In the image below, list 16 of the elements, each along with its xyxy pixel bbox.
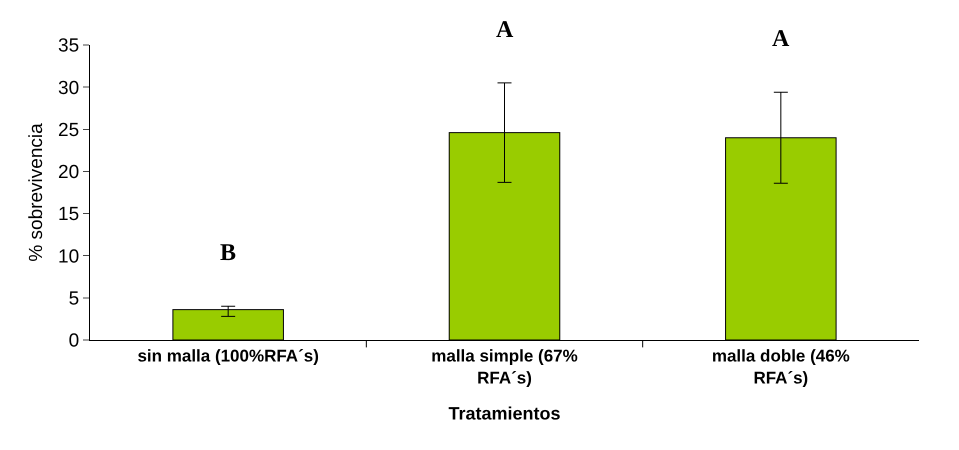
- x-tick-label: malla doble (46% RFA´s): [712, 346, 850, 388]
- y-tick-label: 0: [68, 330, 80, 352]
- x-tick-label: malla simple (67% RFA´s): [431, 346, 578, 388]
- y-tick-label: 10: [58, 246, 80, 268]
- y-tick-label: 25: [58, 120, 80, 141]
- y-tick-label: 5: [68, 288, 80, 310]
- y-tick-label: 35: [58, 36, 80, 57]
- y-axis-title: % sobrevivencia: [26, 122, 47, 262]
- y-tick-label: 30: [58, 78, 80, 99]
- text: A: [496, 17, 514, 43]
- x-tick-label: sin malla (100%RFA´s): [137, 346, 319, 366]
- x-axis-title: Tratamientos: [448, 404, 561, 424]
- annotation: A: [772, 26, 790, 52]
- y-tick-label: 20: [58, 162, 80, 184]
- annotation: B: [220, 240, 236, 266]
- y-tick-label: 15: [58, 204, 80, 226]
